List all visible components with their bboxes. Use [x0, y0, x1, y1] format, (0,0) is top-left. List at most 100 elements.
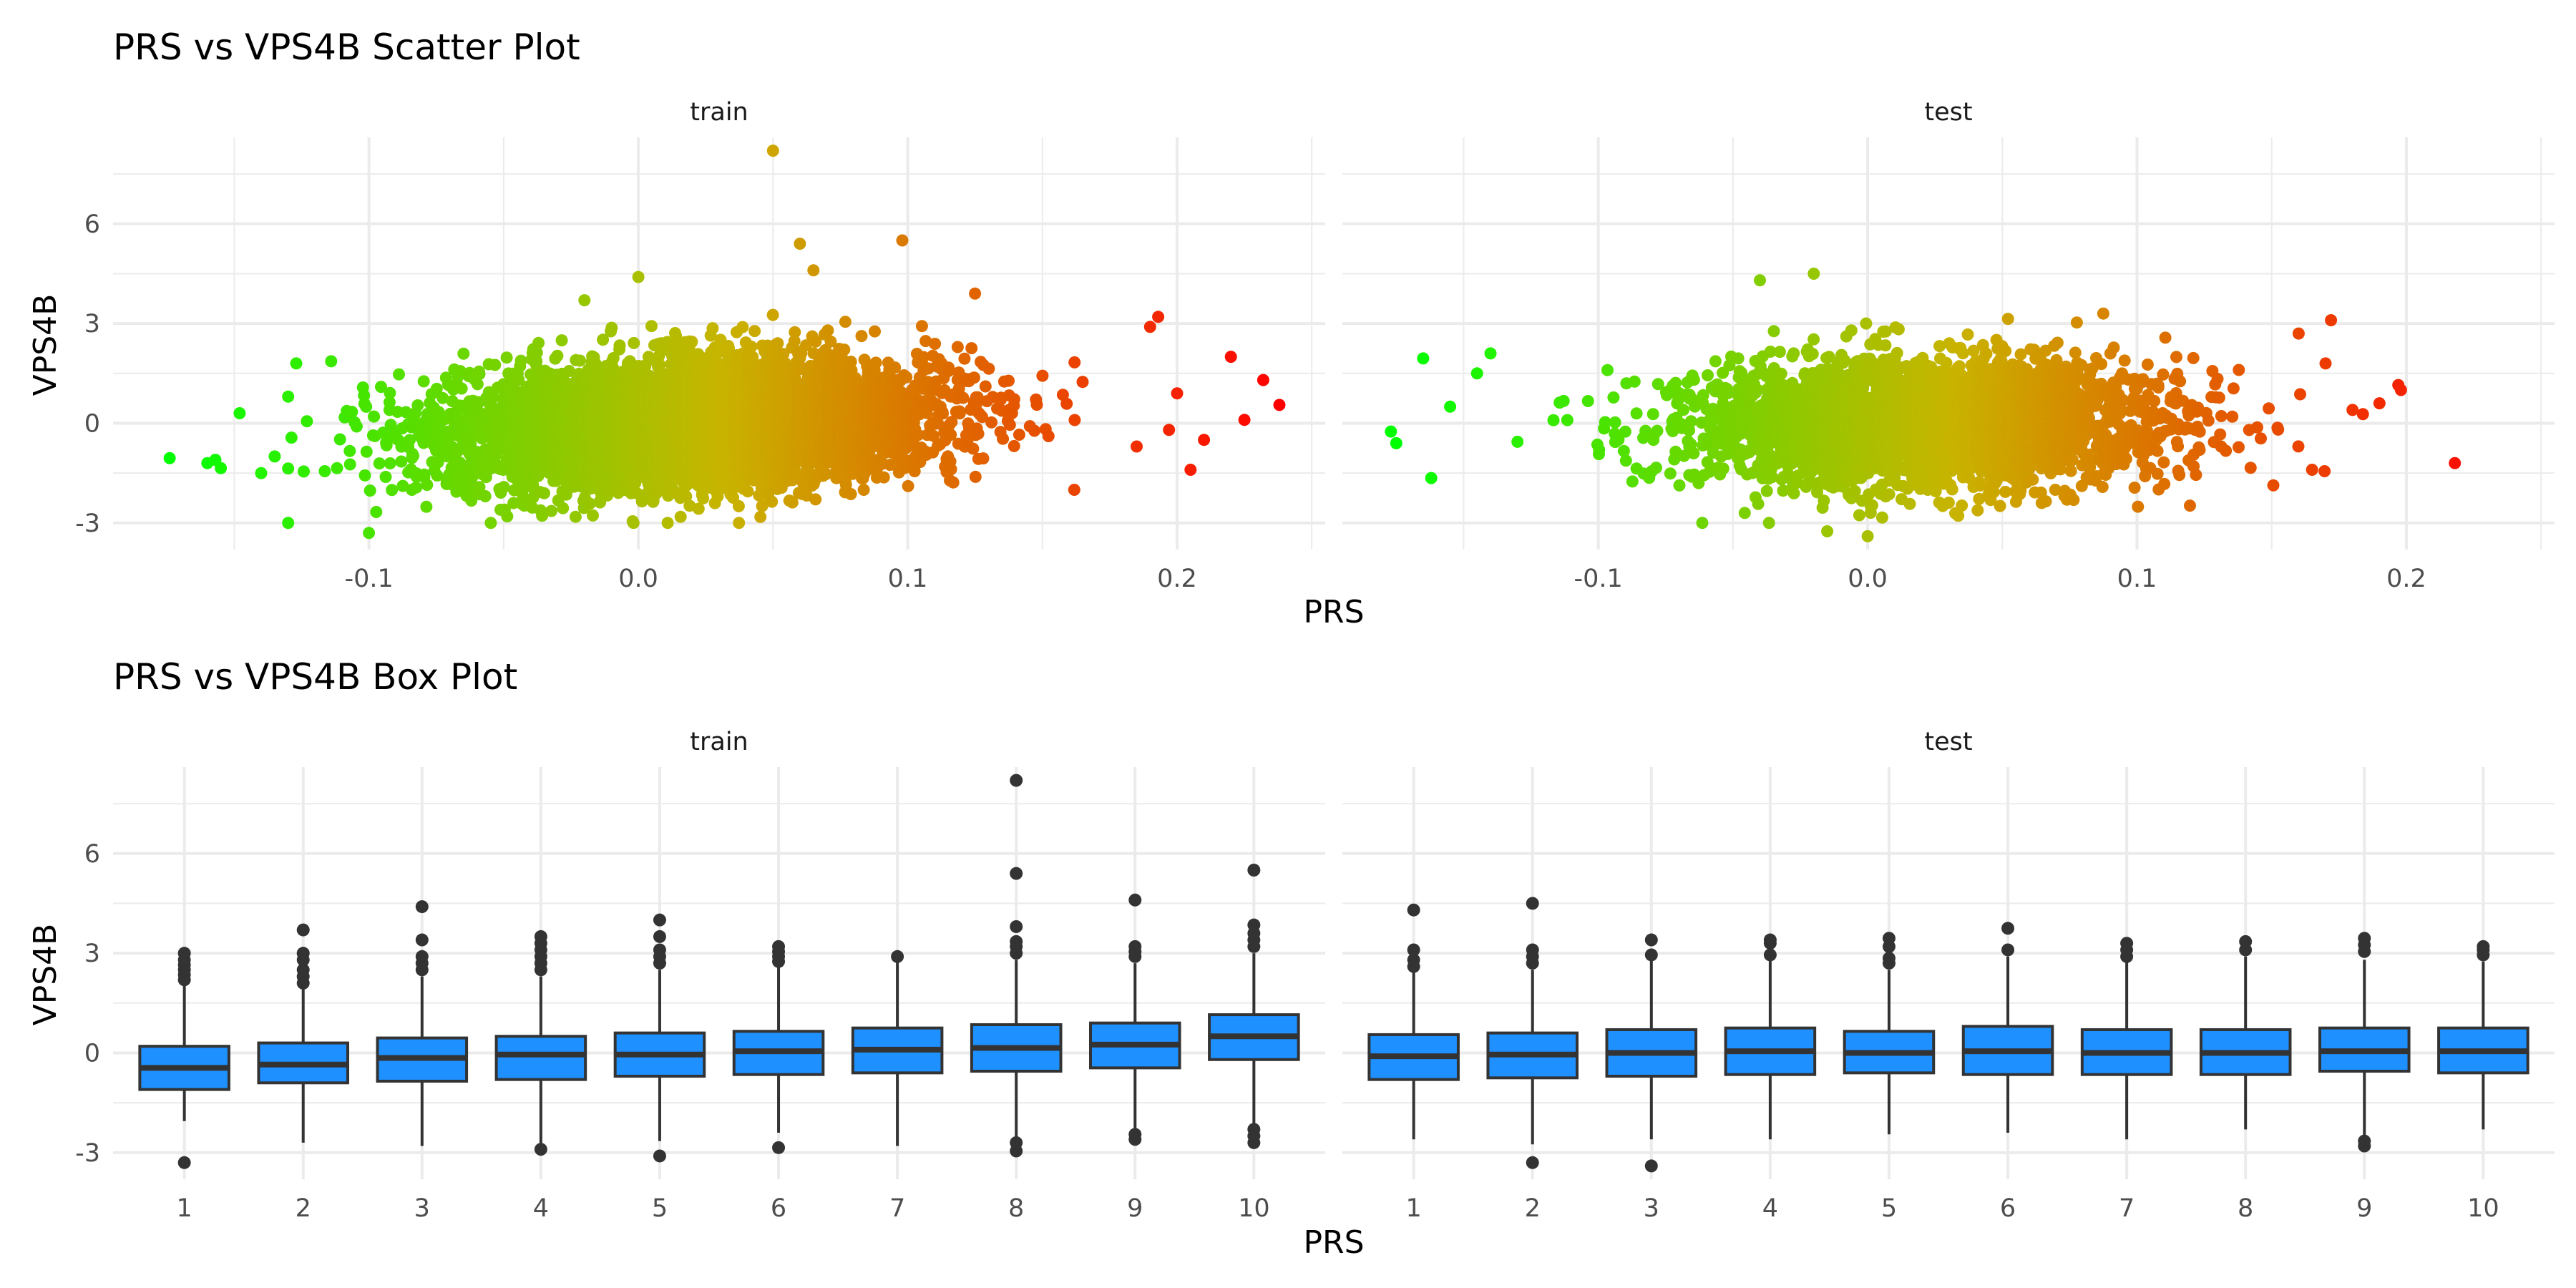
- scatter-point: [268, 450, 281, 463]
- scatter-point: [163, 452, 176, 464]
- scatter-point: [393, 368, 405, 381]
- scatter-point: [484, 517, 497, 530]
- scatter-point: [430, 382, 443, 395]
- scatter-point: [384, 386, 396, 399]
- scatter-point: [431, 469, 444, 482]
- scatter-points-train: [163, 145, 1286, 540]
- scatter-point: [407, 449, 420, 462]
- scatter-point: [282, 462, 295, 475]
- scatter-point: [215, 462, 228, 474]
- scatter-point: [530, 346, 543, 359]
- scatter-point: [500, 351, 513, 364]
- scatter-strip-train: train: [690, 98, 748, 127]
- scatter-point: [857, 484, 870, 496]
- scatter-point: [501, 510, 514, 523]
- scatter-point: [821, 324, 834, 337]
- scatter-point: [465, 494, 478, 507]
- scatter-point: [479, 490, 492, 502]
- scatter-point: [363, 527, 376, 540]
- scatter-point: [282, 517, 295, 530]
- scatter-point: [318, 465, 331, 477]
- scatter-point: [455, 382, 468, 395]
- scatter-point: [587, 509, 599, 522]
- scatter-point: [844, 488, 857, 500]
- scatter-point: [350, 420, 363, 433]
- scatter-point: [583, 497, 596, 510]
- scatter-point: [674, 510, 687, 523]
- scatter-point: [379, 471, 392, 483]
- scatter-point: [736, 321, 749, 333]
- scatter-point: [404, 434, 416, 447]
- scatter-point: [233, 407, 246, 419]
- scatter-point: [838, 343, 851, 356]
- scatter-point: [855, 330, 868, 343]
- scatter-point: [555, 334, 568, 347]
- scatter-point: [628, 336, 640, 349]
- scatter-point: [255, 467, 268, 479]
- scatter-point: [794, 238, 806, 250]
- scatter-point: [574, 354, 586, 367]
- scatter-point: [741, 485, 754, 498]
- scatter-point: [331, 462, 343, 474]
- scatter-point: [545, 504, 557, 517]
- scatter-point: [809, 493, 822, 506]
- scatter-point: [536, 509, 549, 522]
- scatter-point: [368, 410, 381, 423]
- scatter-point: [343, 444, 356, 457]
- scatter-point: [732, 499, 745, 512]
- scatter-point: [551, 349, 564, 362]
- scatter-point: [358, 469, 371, 482]
- scatter-point: [869, 325, 881, 338]
- scatter-point: [395, 455, 408, 468]
- scatter-point: [733, 517, 746, 530]
- scatter-point: [343, 458, 356, 471]
- scatter-point: [497, 481, 510, 494]
- scatter-point: [538, 487, 550, 499]
- scatter-point: [632, 270, 645, 283]
- scatter-point: [417, 375, 430, 388]
- scatter-point: [285, 431, 298, 444]
- scatter-point: [748, 325, 761, 338]
- scatter-point: [532, 336, 545, 349]
- scatter-point: [569, 510, 582, 523]
- scatter-point: [473, 368, 486, 381]
- scatter-point: [839, 316, 852, 328]
- scatter-point: [692, 502, 705, 515]
- scatter-point: [489, 358, 502, 371]
- scatter-point: [375, 381, 387, 394]
- scatter-point: [557, 502, 570, 514]
- scatter-point: [386, 484, 399, 497]
- scatter-point: [364, 484, 376, 497]
- scatter-point: [399, 406, 412, 419]
- scatter-panel-train: train -0.1 0.0 0.1 0.2: [113, 98, 1325, 593]
- scatter-point: [396, 479, 409, 492]
- scatter-point: [766, 308, 779, 321]
- scatter-point: [819, 468, 832, 480]
- scatter-point: [418, 468, 431, 481]
- scatter-point: [282, 390, 295, 403]
- scatter-point: [605, 321, 618, 334]
- scatter-point: [766, 495, 779, 508]
- scatter-point: [745, 341, 758, 353]
- scatter-point: [807, 264, 820, 277]
- scatter-point: [325, 355, 338, 368]
- scatter-point: [333, 433, 346, 446]
- scatter-point: [370, 506, 383, 518]
- scatter-point: [706, 322, 719, 335]
- scatter-section: PRS vs VPS4B Scatter Plot train -0.1 0.0 0…: [27, 26, 2555, 630]
- scatter-point: [410, 481, 423, 494]
- scatter-point: [686, 336, 698, 348]
- scatter-point: [380, 439, 393, 452]
- scatter-point: [411, 399, 424, 411]
- scatter-point: [421, 479, 434, 492]
- scatter-point: [384, 457, 396, 469]
- scatter-point: [578, 294, 591, 307]
- scatter-point: [298, 465, 310, 478]
- scatter-point: [514, 354, 527, 367]
- scatter-point: [436, 391, 449, 404]
- scatter-point: [290, 357, 303, 370]
- scatter-point: [697, 492, 710, 504]
- scatter-title: PRS vs VPS4B Scatter Plot: [113, 26, 580, 68]
- scatter-point: [360, 445, 373, 458]
